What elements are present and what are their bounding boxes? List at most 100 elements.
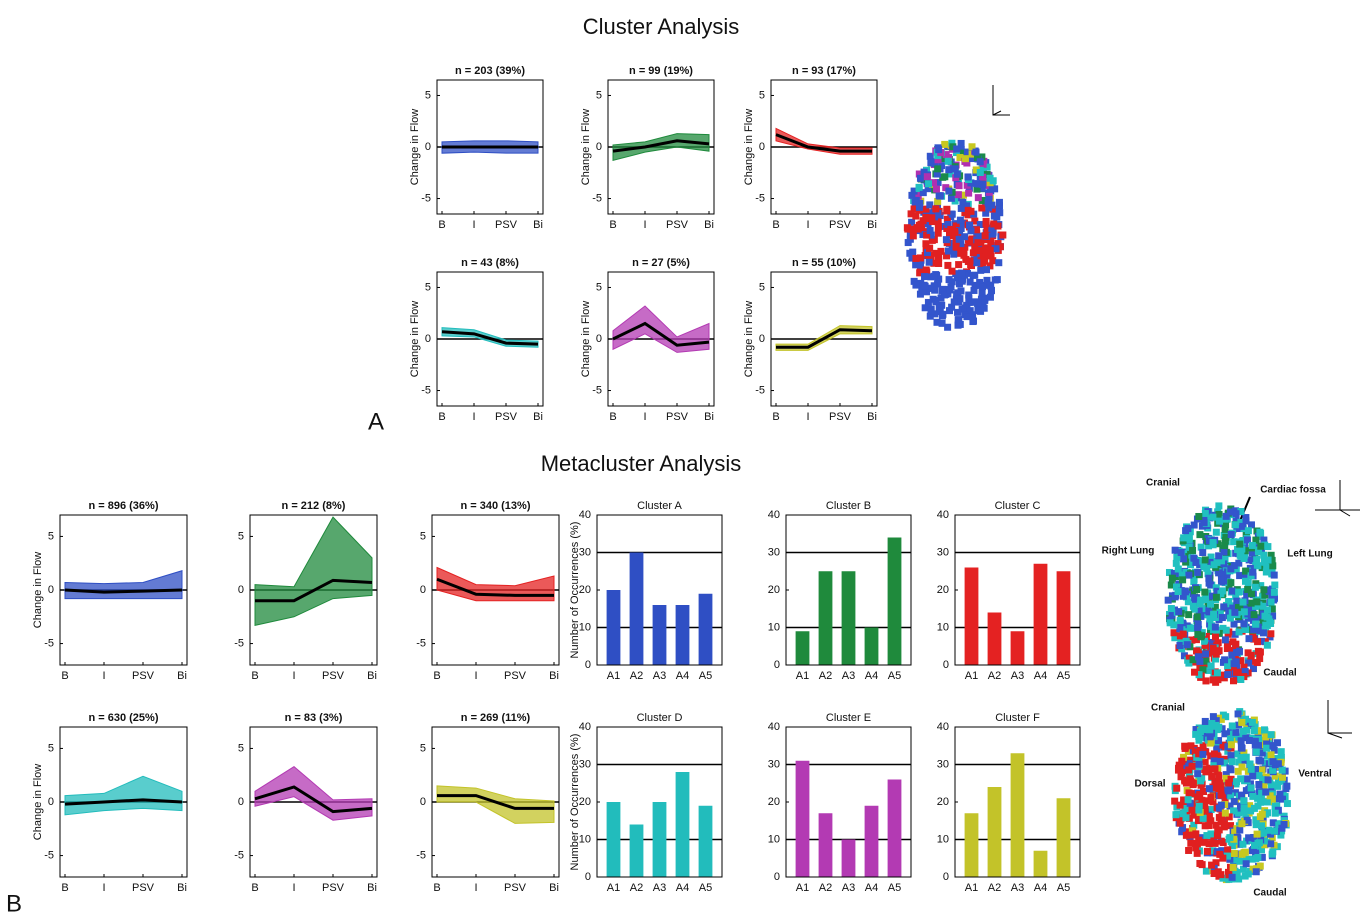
x-tick-label: A1 [607, 882, 620, 894]
scatter-point [987, 187, 995, 195]
scatter-point [948, 303, 956, 311]
scatter-point [1212, 593, 1220, 601]
scatter-point [1279, 795, 1287, 803]
scatter-point [1168, 574, 1176, 582]
scatter-point [1236, 551, 1244, 559]
scatter-point [1231, 630, 1239, 638]
annotation: Cranial [1151, 703, 1185, 714]
scatter-point [973, 259, 981, 267]
scatter-point [963, 181, 971, 189]
scatter-point [1210, 870, 1218, 878]
scatter-point [1261, 638, 1269, 646]
bar [1033, 850, 1048, 877]
x-tick-label: B [251, 882, 258, 894]
scatter-point [1194, 568, 1202, 576]
scatter-point [1184, 598, 1192, 606]
scatter-point [912, 254, 920, 262]
scatter-point [1179, 592, 1187, 600]
scatter-point [934, 165, 942, 173]
scatter-point [1254, 638, 1262, 646]
scatter-point [1258, 742, 1266, 750]
scatter-point [1231, 652, 1239, 660]
scatter-point [1201, 588, 1209, 596]
scatter-point [1166, 619, 1174, 627]
x-tick-label: I [292, 670, 295, 682]
panel-label: B [6, 890, 22, 917]
scatter-point [1176, 801, 1184, 809]
scatter-point [1187, 790, 1195, 798]
scatter-point [1209, 847, 1217, 855]
scatter-point [1243, 590, 1251, 598]
scatter-point [941, 140, 949, 148]
scatter-point [1238, 763, 1246, 771]
x-tick-label: I [472, 411, 475, 423]
scatter-point [1173, 553, 1181, 561]
scatter-point [1257, 542, 1265, 550]
x-tick-label: PSV [322, 670, 345, 682]
scatter-point [1217, 576, 1225, 584]
scatter-point [915, 203, 923, 211]
scatter-point [1175, 608, 1183, 616]
y-tick-label: 30 [579, 546, 591, 558]
scatter-point [965, 189, 973, 197]
y-axis-label: Change in Flow [409, 301, 421, 377]
scatter-point [1203, 564, 1211, 572]
scatter-point [1190, 554, 1198, 562]
scatter-point [1210, 755, 1218, 763]
scatter-point [925, 180, 933, 188]
scatter-point [934, 156, 942, 164]
scatter-point [1188, 636, 1196, 644]
scatter-point [1170, 569, 1178, 577]
x-tick-label: A5 [699, 670, 712, 682]
scatter-point [1264, 809, 1272, 817]
scatter-point [1189, 781, 1197, 789]
scatter-point [1227, 741, 1235, 749]
bar [818, 813, 833, 877]
scatter-point [967, 155, 975, 163]
bar [987, 612, 1002, 665]
scatter-point [982, 217, 990, 225]
scatter-point [1179, 824, 1187, 832]
scatter-point [950, 250, 958, 258]
scatter-point [1217, 791, 1225, 799]
x-tick-label: B [438, 219, 445, 231]
scatter-point [941, 173, 949, 181]
scatter-point [1179, 810, 1187, 818]
scatter-point [1235, 559, 1243, 567]
scatter-point [1223, 640, 1231, 648]
scatter-point [1167, 581, 1175, 589]
scatter-point [909, 248, 917, 256]
scatter-point [941, 291, 949, 299]
annotation: Right Lung [1102, 546, 1155, 557]
scatter-point [1178, 571, 1186, 579]
scatter-point [1194, 653, 1202, 661]
scatter-point [923, 173, 931, 181]
scatter-point [1215, 737, 1223, 745]
scatter-point [1248, 549, 1256, 557]
scatter-point [1270, 571, 1278, 579]
scatter-point [1215, 785, 1223, 793]
scatter-point [1258, 789, 1266, 797]
y-tick-label: 5 [420, 742, 426, 754]
scatter-point [1245, 834, 1253, 842]
scatter-point [973, 154, 981, 162]
scatter-point [1241, 577, 1249, 585]
scatter-point [1226, 834, 1234, 842]
scatter-point [1230, 849, 1238, 857]
y-tick-label: -5 [44, 637, 54, 649]
scatter-point [1188, 762, 1196, 770]
scatter-point [953, 145, 961, 153]
scatter-point [1250, 841, 1258, 849]
scatter-point [1180, 652, 1188, 660]
chart-title: Cluster D [637, 712, 683, 724]
scatter-point [931, 286, 939, 294]
scatter-point [1271, 809, 1279, 817]
scatter-point [1205, 785, 1213, 793]
scatter-point [926, 312, 934, 320]
y-tick-label: 5 [759, 89, 765, 101]
scatter-point [1251, 737, 1259, 745]
scatter-point [1203, 847, 1211, 855]
scatter-point [1207, 830, 1215, 838]
